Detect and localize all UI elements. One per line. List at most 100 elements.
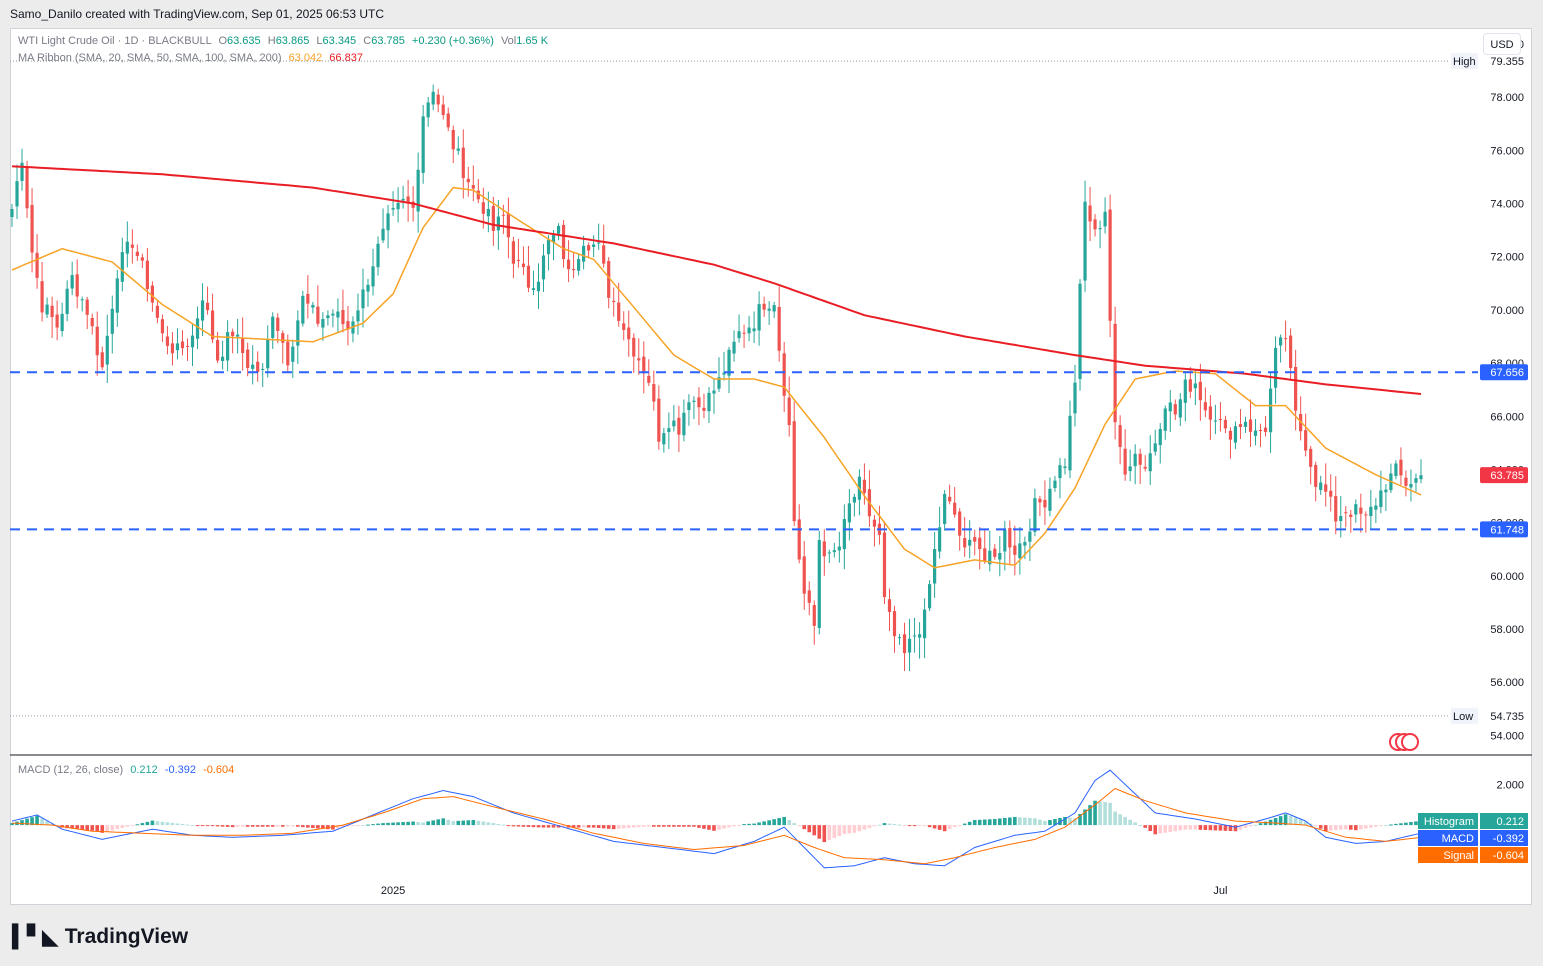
candle-down <box>1198 381 1202 401</box>
candle-up <box>667 428 671 433</box>
macd-histogram-bar <box>937 825 942 830</box>
macd-histogram-bar <box>250 825 255 827</box>
macd-histogram-bar <box>586 825 591 828</box>
macd-histogram-bar <box>1354 825 1358 831</box>
candle-down <box>1404 477 1408 486</box>
chart-canvas[interactable]: 54.00056.00058.00060.00062.00064.00066.0… <box>10 28 1532 905</box>
y-axis-tick-label: 72.000 <box>1490 252 1524 264</box>
candle-up <box>431 91 435 105</box>
macd-histogram-bar <box>1293 817 1298 826</box>
macd-histogram-bar <box>1338 825 1343 830</box>
low-value: 63.345 <box>322 35 357 47</box>
macd-histogram-bar <box>1364 825 1368 829</box>
candle-up <box>401 198 405 201</box>
candle-down <box>75 274 79 297</box>
macd-histogram-bar <box>621 825 626 829</box>
candle-down <box>1314 464 1318 487</box>
macd-histogram-bar <box>461 820 466 826</box>
macd-histogram-bar <box>130 825 135 827</box>
macd-histogram-bar <box>672 825 676 827</box>
candle-up <box>1098 228 1102 230</box>
macd-histogram-bar <box>1258 823 1263 826</box>
candle-down <box>135 251 139 256</box>
candle-up <box>110 308 114 334</box>
candle-up <box>757 304 761 331</box>
macd-histogram-bar <box>1013 816 1017 826</box>
currency-button[interactable]: USD <box>1483 33 1521 55</box>
macd-histogram-bar <box>927 825 932 828</box>
macd-y-axis-tick-label: 2.000 <box>1496 779 1524 791</box>
macd-histogram-bar <box>737 825 741 827</box>
y-axis-tick-label: 60.000 <box>1490 571 1524 583</box>
macd-histogram-bar <box>817 825 822 839</box>
candle-up <box>261 368 265 370</box>
macd-histogram-bar <box>1183 825 1188 830</box>
macd-histogram-bar <box>867 825 872 828</box>
macd-histogram-bar <box>205 825 210 827</box>
candle-up <box>1068 415 1072 471</box>
macd-histogram-bar <box>682 825 686 827</box>
macd-histogram-bar <box>611 825 616 830</box>
candle-up <box>486 209 490 217</box>
macd-histogram-bar <box>426 821 430 826</box>
main-legend: WTI Light Crude Oil · 1D · BLACKBULL O63… <box>18 35 548 47</box>
macd-histogram-bar <box>912 825 917 827</box>
macd-histogram-bar <box>591 825 596 828</box>
candle-up <box>577 259 581 271</box>
candle-down <box>1248 419 1253 432</box>
candle-up <box>968 539 972 546</box>
candle-up <box>326 315 330 319</box>
macd-histogram-bar <box>982 819 987 826</box>
candle-down <box>140 257 144 261</box>
macd-histogram-bar <box>601 825 606 829</box>
macd-histogram-bar <box>1098 801 1102 826</box>
candle-down <box>100 352 104 368</box>
macd-histogram-bar <box>662 825 666 827</box>
macd-histogram-bar <box>351 825 355 827</box>
macd-histogram-bar <box>1343 825 1348 830</box>
macd-histogram-bar <box>1018 817 1022 826</box>
candle-down <box>441 104 445 115</box>
macd-histogram-bar <box>977 819 982 826</box>
candle-down <box>1203 402 1207 411</box>
macd-histogram-bar <box>356 825 360 827</box>
candle-down <box>256 361 260 372</box>
macd-histogram-bar <box>331 825 335 830</box>
macd-histogram-bar <box>606 825 611 829</box>
macd-histogram-bar <box>411 821 415 826</box>
candle-up <box>200 300 205 321</box>
macd-histogram-bar <box>290 825 295 827</box>
candle-down <box>501 214 505 216</box>
candle-up <box>331 313 335 316</box>
candle-down <box>1263 427 1268 432</box>
candle-down <box>210 310 215 340</box>
macd-histogram-bar <box>1218 825 1223 831</box>
candle-up <box>707 392 711 412</box>
macd-histogram-bar <box>145 821 150 826</box>
macd-histogram-bar <box>657 825 661 827</box>
us-flag-icon[interactable] <box>1401 733 1419 751</box>
ma-value-200: 66.837 <box>329 52 363 64</box>
macd-histogram-bar <box>546 825 551 828</box>
y-axis-tick-label: 76.000 <box>1490 145 1524 157</box>
candle-down <box>1093 219 1097 230</box>
candle-down <box>1228 430 1233 440</box>
level-price-label: 67.656 <box>1490 367 1524 379</box>
tradingview-brand[interactable]: ▍▘◣ TradingView <box>12 924 188 950</box>
macd-histogram-bar <box>95 825 100 832</box>
high-label: H <box>267 35 276 47</box>
macd-histogram-bar <box>1118 814 1122 826</box>
candle-up <box>125 241 129 254</box>
macd-histogram-bar <box>932 825 937 829</box>
candle-down <box>622 323 626 330</box>
candle-down <box>882 532 887 598</box>
macd-series-value-label: -0.604 <box>1493 850 1524 862</box>
candle-down <box>973 537 977 542</box>
macd-histogram-bar <box>1253 824 1258 826</box>
candle-down <box>652 384 656 402</box>
macd-histogram-bar <box>897 824 902 826</box>
macd-histogram-bar <box>1083 809 1087 826</box>
macd-histogram-bar <box>386 822 390 826</box>
candle-down <box>1143 466 1147 469</box>
candle-down <box>246 349 250 368</box>
